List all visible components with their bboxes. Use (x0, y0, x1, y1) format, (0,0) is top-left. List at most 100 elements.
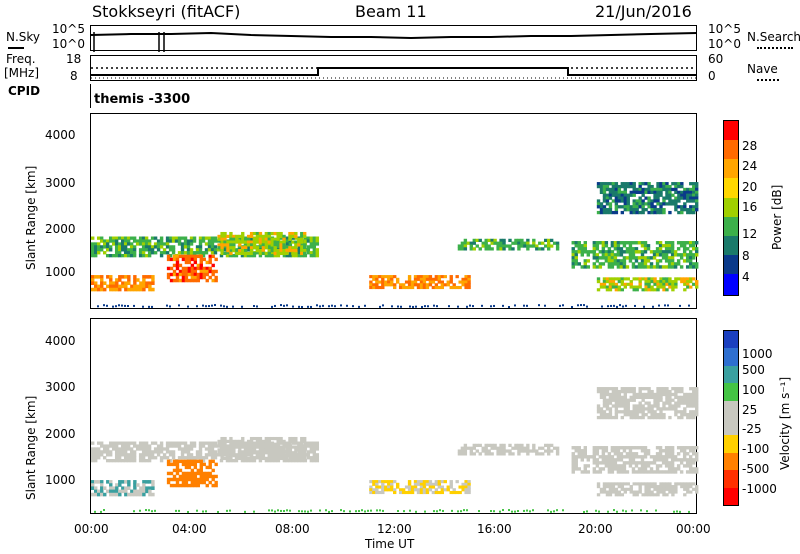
power-cell (549, 244, 554, 248)
power-cell (463, 247, 468, 251)
power-cell (632, 193, 636, 197)
velocity-speckle (403, 510, 405, 513)
velocity-cell (285, 459, 290, 463)
velocity-cell (177, 456, 182, 460)
power-cell (653, 205, 657, 209)
velocity-cell (662, 415, 666, 420)
velocity-cell (656, 413, 660, 417)
power-cell (264, 234, 269, 239)
velocity-cell (279, 445, 283, 449)
power-cell (381, 277, 385, 281)
power-cell (279, 246, 283, 250)
power-cell (467, 285, 471, 290)
power-cell (653, 282, 657, 286)
velocity-cell (652, 458, 657, 462)
velocity-cell (306, 450, 311, 454)
power-cell (695, 190, 699, 195)
velocity-cell (184, 474, 189, 479)
velocity-cell (599, 392, 604, 397)
power-cell (686, 196, 690, 200)
velocity-cell (487, 443, 491, 448)
power-cell (121, 281, 125, 285)
power-cell (159, 251, 164, 255)
power-cell (422, 277, 427, 281)
power-cell (217, 234, 221, 239)
velocity-cell (169, 462, 174, 467)
velocity-cell (407, 482, 412, 486)
power-cell (381, 283, 385, 287)
velocity-cell (655, 455, 660, 459)
velocity-cell (608, 387, 613, 391)
power-cell (659, 184, 663, 189)
velocity-cell (689, 395, 693, 400)
power-cell (679, 256, 684, 260)
velocity-cell (662, 389, 666, 394)
velocity-cell (628, 452, 633, 456)
power-cell (193, 278, 198, 283)
power-cell (255, 251, 260, 255)
velocity-cell (608, 487, 613, 491)
power-speckle (331, 304, 333, 307)
velocity-cell (139, 489, 143, 494)
power-cell (674, 208, 678, 212)
power-cell (610, 253, 615, 257)
power-cell (180, 236, 185, 240)
velocity-cell (686, 487, 690, 491)
power-cell (613, 253, 618, 257)
power-cell (673, 253, 678, 257)
velocity-cell (404, 485, 409, 489)
velocity-cell (574, 449, 578, 453)
velocity-cell (674, 401, 678, 405)
velocity-cell (178, 477, 183, 482)
velocity-cell (279, 456, 283, 461)
power-speckle (124, 304, 126, 307)
power-cell (273, 254, 278, 258)
velocity-cell (312, 444, 317, 448)
velocity-cell (526, 452, 530, 456)
power-cell (686, 208, 690, 212)
velocity-cell (306, 453, 311, 457)
power-cell (252, 254, 257, 258)
power-cell (387, 280, 391, 284)
power-cell (229, 246, 233, 250)
velocity-cell (653, 493, 657, 497)
velocity-cell (658, 464, 663, 468)
power-cell (229, 240, 233, 244)
velocity-cell (616, 464, 621, 468)
velocity-cell (616, 455, 621, 459)
velocity-cell (610, 446, 615, 450)
velocity-cell (243, 459, 248, 463)
power-cell (273, 243, 277, 247)
velocity-cell (187, 474, 192, 479)
power-cell (640, 253, 645, 257)
power-cell (674, 182, 678, 186)
freq-left-tick-top: 18 (66, 52, 82, 66)
velocity-cell (150, 453, 155, 457)
power-cell (387, 277, 391, 281)
velocity-cell (623, 395, 627, 400)
velocity-cell (659, 392, 663, 397)
power-cell (656, 184, 660, 189)
velocity-cell (664, 470, 669, 474)
power-cell (677, 193, 681, 197)
velocity-cell (186, 444, 191, 448)
velocity-cell (279, 439, 283, 444)
power-cell (216, 248, 221, 252)
velocity-cell (93, 447, 98, 451)
power-cell (381, 280, 385, 284)
power-cell (136, 284, 140, 289)
velocity-cell (635, 482, 639, 486)
velocity-cell (671, 490, 675, 494)
velocity-cell (94, 486, 98, 490)
xtick-0: 00:00 (74, 522, 109, 536)
velocity-heatmap (91, 387, 699, 513)
power-cell (631, 247, 636, 251)
velocity-cell (535, 452, 539, 456)
velocity-cell (623, 398, 627, 402)
power-cell (226, 243, 230, 247)
velocity-cell (199, 477, 203, 482)
velocity-cell (165, 444, 170, 448)
power-cell (583, 262, 587, 266)
velocity-cell (692, 392, 696, 397)
velocity-cell (643, 455, 648, 459)
